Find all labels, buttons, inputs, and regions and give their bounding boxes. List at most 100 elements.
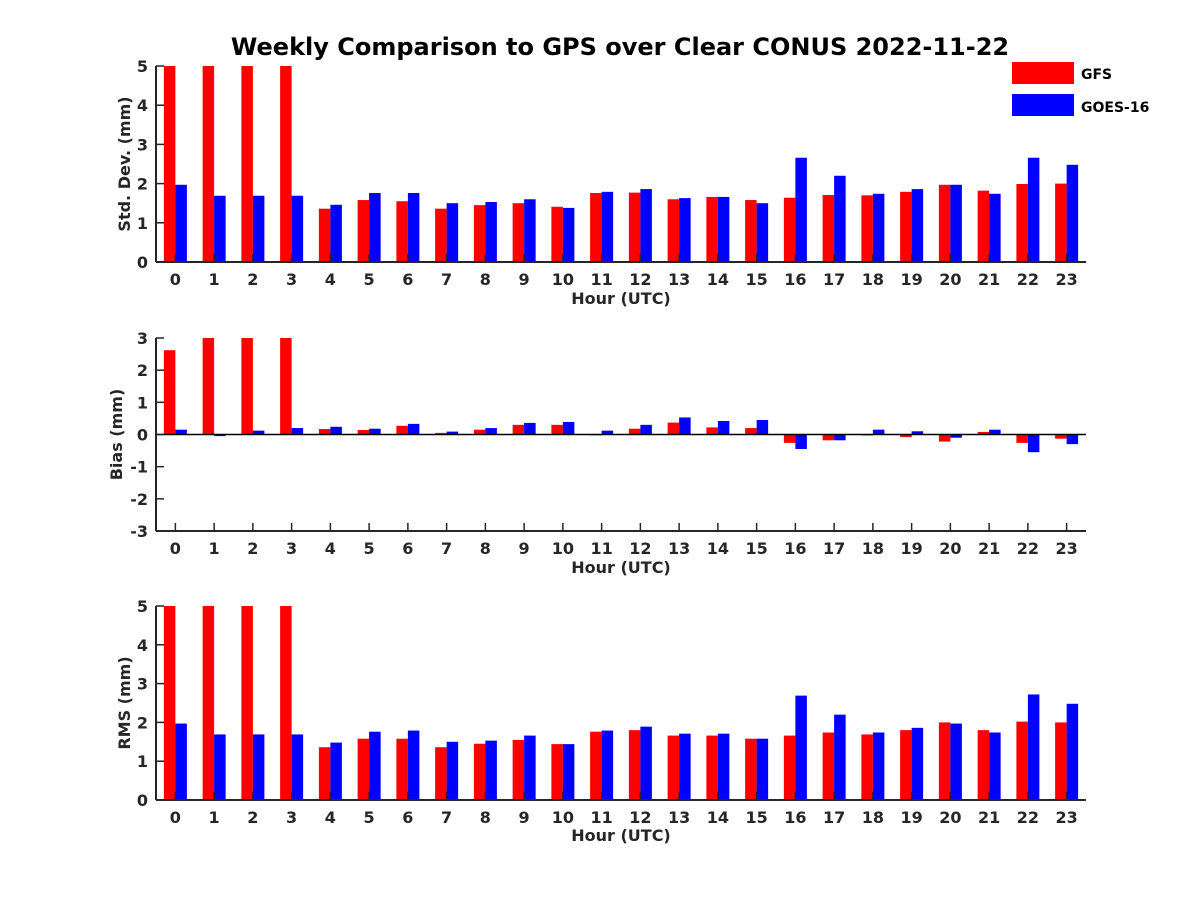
legend: GFS GOES-16 [1012,62,1149,116]
x-tick-label: 16 [784,808,806,827]
bar-gfs-hour-5 [357,738,370,800]
bar-goes16-hour-10 [562,207,575,262]
x-tick-label: 8 [480,539,491,558]
bar-gfs-hour-0 [163,350,176,435]
bar-goes16-hour-5 [369,428,381,435]
bar-goes16-hour-3 [291,428,304,435]
x-tick-label: 17 [823,270,845,289]
bar-goes16-hour-21 [989,429,1001,435]
x-tick-label: 7 [441,270,452,289]
x-tick-label: 21 [978,539,1000,558]
bar-gfs-hour-10 [551,206,563,262]
bar-gfs-hour-15 [745,738,757,800]
bar-gfs-hour-1 [202,66,215,262]
bar-goes16-hour-18 [872,732,885,800]
x-tick-label: 11 [590,539,612,558]
bar-gfs-hour-11 [590,731,602,800]
y-tick-label: -1 [130,458,148,477]
x-tick-label: 4 [325,539,336,558]
legend-label-goes16: GOES-16 [1081,100,1149,116]
bar-gfs-hour-3 [280,66,292,262]
y-tick-label: 0 [137,791,148,810]
bar-goes16-hour-1 [214,734,226,800]
x-tick-label: 3 [286,270,297,289]
bar-goes16-hour-7 [446,741,459,800]
x-tick-label: 21 [978,270,1000,289]
x-tick-label: 17 [823,808,845,827]
x-tick-label: 23 [1055,808,1077,827]
bar-goes16-hour-17 [834,714,846,800]
bar-goes16-hour-9 [524,422,536,435]
bar-goes16-hour-15 [756,738,769,800]
y-tick-label: 2 [137,361,148,380]
x-tick-label: 2 [247,808,258,827]
x-tick-label: 10 [552,539,574,558]
x-tick-label: 10 [552,808,574,827]
bar-gfs-hour-6 [396,201,408,262]
bar-gfs-hour-12 [628,192,641,262]
bar-gfs-hour-14 [706,196,718,262]
bar-goes16-hour-5 [369,731,381,800]
bar-goes16-hour-1 [214,195,226,262]
bar-goes16-hour-1 [214,434,226,437]
bar-goes16-hour-2 [252,734,265,800]
x-tick-label: 15 [745,539,767,558]
bar-goes16-hour-4 [330,426,342,435]
x-tick-label: 14 [707,539,729,558]
bar-goes16-hour-7 [446,203,459,262]
bar-gfs-hour-2 [241,338,253,435]
x-tick-label: 12 [629,270,651,289]
bar-gfs-hour-17 [822,732,835,800]
y-tick-label: 2 [137,175,148,194]
bar-gfs-hour-23 [1055,722,1067,800]
bar-gfs-hour-16 [783,735,796,800]
bar-goes16-hour-11 [601,730,614,800]
bar-gfs-hour-8 [473,429,486,435]
x-tick-label: 10 [552,270,574,289]
x-tick-label: 12 [629,808,651,827]
x-tick-label: 20 [939,539,961,558]
y-tick-label: 0 [137,253,148,272]
x-tick-label: 3 [286,808,297,827]
bar-goes16-hour-0 [175,723,187,800]
bar-gfs-hour-17 [822,194,835,262]
bar-goes16-hour-16 [795,157,807,262]
y-tick-label: 3 [137,135,148,154]
y-tick-label: 4 [137,636,148,655]
bar-goes16-hour-8 [485,428,497,435]
y-tick-label: 0 [137,426,148,445]
bar-goes16-hour-21 [989,193,1001,262]
bar-gfs-hour-0 [163,66,176,262]
x-tick-label: 18 [862,808,884,827]
bar-goes16-hour-22 [1027,694,1040,800]
x-tick-label: 3 [286,539,297,558]
x-tick-label: 21 [978,808,1000,827]
y-tick-label: 5 [137,57,148,76]
bar-goes16-hour-8 [485,740,497,800]
bar-gfs-hour-16 [783,197,796,262]
bar-gfs-hour-23 [1055,183,1067,262]
bar-gfs-hour-12 [628,730,641,800]
bar-gfs-hour-14 [706,427,718,435]
bar-goes16-hour-9 [524,735,536,800]
bar-goes16-hour-6 [407,423,420,435]
x-tick-label: 9 [519,270,530,289]
bar-goes16-hour-21 [989,732,1001,800]
x-tick-label: 17 [823,539,845,558]
x-tick-label: 5 [364,270,375,289]
y-tick-label: -2 [130,490,148,509]
x-tick-label: 6 [402,808,413,827]
x-tick-label: 13 [668,808,690,827]
y-tick-label: 4 [137,96,148,115]
bar-gfs-hour-10 [551,424,563,435]
x-tick-label: 23 [1055,270,1077,289]
bar-gfs-hour-17 [822,434,835,441]
bar-gfs-hour-16 [783,434,796,443]
bar-gfs-hour-3 [280,338,292,435]
x-tick-label: 0 [170,539,181,558]
bar-goes16-hour-17 [834,175,846,262]
bar-gfs-hour-3 [280,606,292,800]
bar-goes16-hour-15 [756,203,769,262]
